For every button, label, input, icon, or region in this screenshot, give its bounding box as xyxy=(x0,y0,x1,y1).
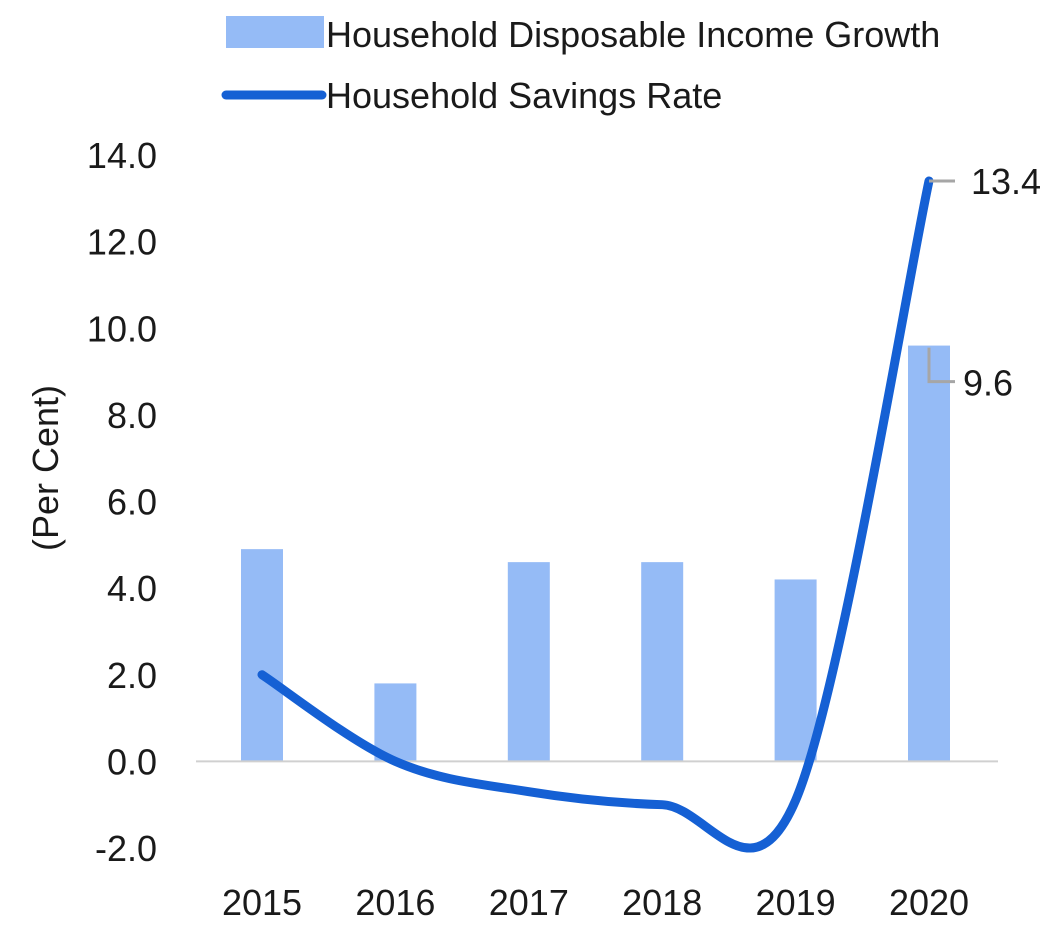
y-tick-label: 2.0 xyxy=(107,655,157,696)
bar-2020 xyxy=(908,345,950,762)
legend-swatch-bar xyxy=(226,16,324,48)
y-axis-title: (Per Cent) xyxy=(25,385,66,551)
x-tick-label-2015: 2015 xyxy=(222,882,302,923)
x-tick-label-2017: 2017 xyxy=(489,882,569,923)
bar-2018 xyxy=(641,562,684,762)
legend-label-income-growth: Household Disposable Income Growth xyxy=(326,14,940,55)
x-tick-label-2019: 2019 xyxy=(756,882,836,923)
y-tick-label: 8.0 xyxy=(107,395,157,436)
x-tick-label-2018: 2018 xyxy=(622,882,702,923)
bar-2017 xyxy=(507,562,550,762)
legend-label-savings-rate: Household Savings Rate xyxy=(326,75,722,116)
x-tick-label-2016: 2016 xyxy=(355,882,435,923)
x-tick-label-2020: 2020 xyxy=(889,882,969,923)
bar-series-income-growth xyxy=(241,345,950,762)
bar-2016 xyxy=(374,683,417,762)
data-label-income-2020: 9.6 xyxy=(963,363,1013,404)
y-tick-label: 4.0 xyxy=(107,568,157,609)
leader-line-income-2020 xyxy=(927,347,955,384)
y-tick-label: 10.0 xyxy=(87,308,157,349)
x-tick-labels: 2015 2016 2017 2018 2019 2020 xyxy=(222,882,969,923)
y-tick-label: 14.0 xyxy=(87,135,157,176)
legend: Household Disposable Income Growth House… xyxy=(221,14,940,116)
y-tick-labels: -2.0 0.0 2.0 4.0 6.0 8.0 10.0 12.0 14.0 xyxy=(87,135,157,869)
y-tick-label: 12.0 xyxy=(87,222,157,263)
data-label-savings-2020: 13.4 xyxy=(971,161,1041,202)
y-tick-label: 6.0 xyxy=(107,482,157,523)
line-series-savings-rate xyxy=(257,176,934,853)
bar-2019 xyxy=(774,579,817,762)
y-tick-label: 0.0 xyxy=(107,741,157,782)
bar-2015 xyxy=(241,549,283,762)
y-tick-label: -2.0 xyxy=(95,828,157,869)
data-labels: 13.4 9.6 xyxy=(927,161,1041,404)
